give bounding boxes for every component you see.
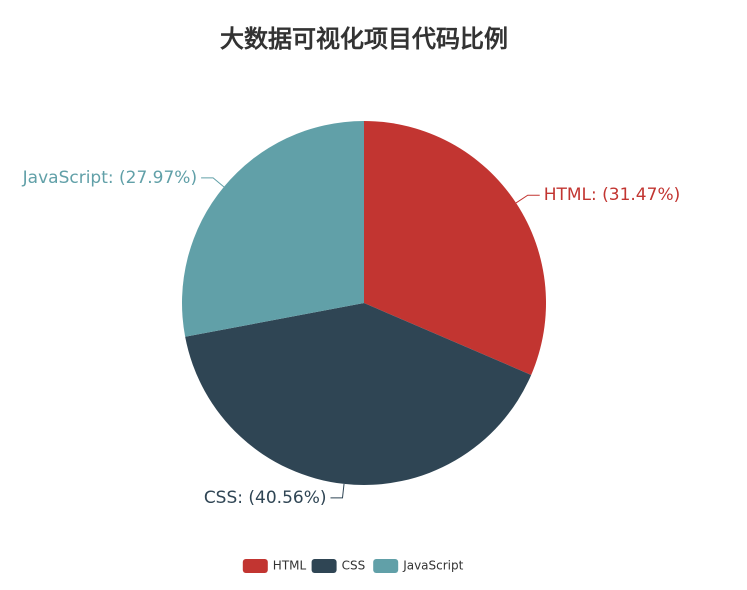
legend-label: JavaScript <box>402 559 463 573</box>
slice-label: HTML: (31.47%) <box>544 185 681 205</box>
label-leader <box>515 194 540 204</box>
slice-label: JavaScript: (27.97%) <box>22 168 197 188</box>
chart-title: 大数据可视化项目代码比例 <box>220 25 508 53</box>
legend-swatch <box>373 559 399 573</box>
pie-slice <box>364 121 546 375</box>
pie-slice <box>185 303 532 486</box>
pie-slice <box>181 121 364 337</box>
label-leader <box>201 177 225 188</box>
slice-label: CSS: (40.56%) <box>204 488 327 508</box>
legend-label: HTML <box>273 559 307 573</box>
legend-label: CSS <box>342 559 366 573</box>
legend-swatch <box>311 559 337 573</box>
legend-swatch <box>242 559 268 573</box>
label-leader <box>330 483 345 499</box>
